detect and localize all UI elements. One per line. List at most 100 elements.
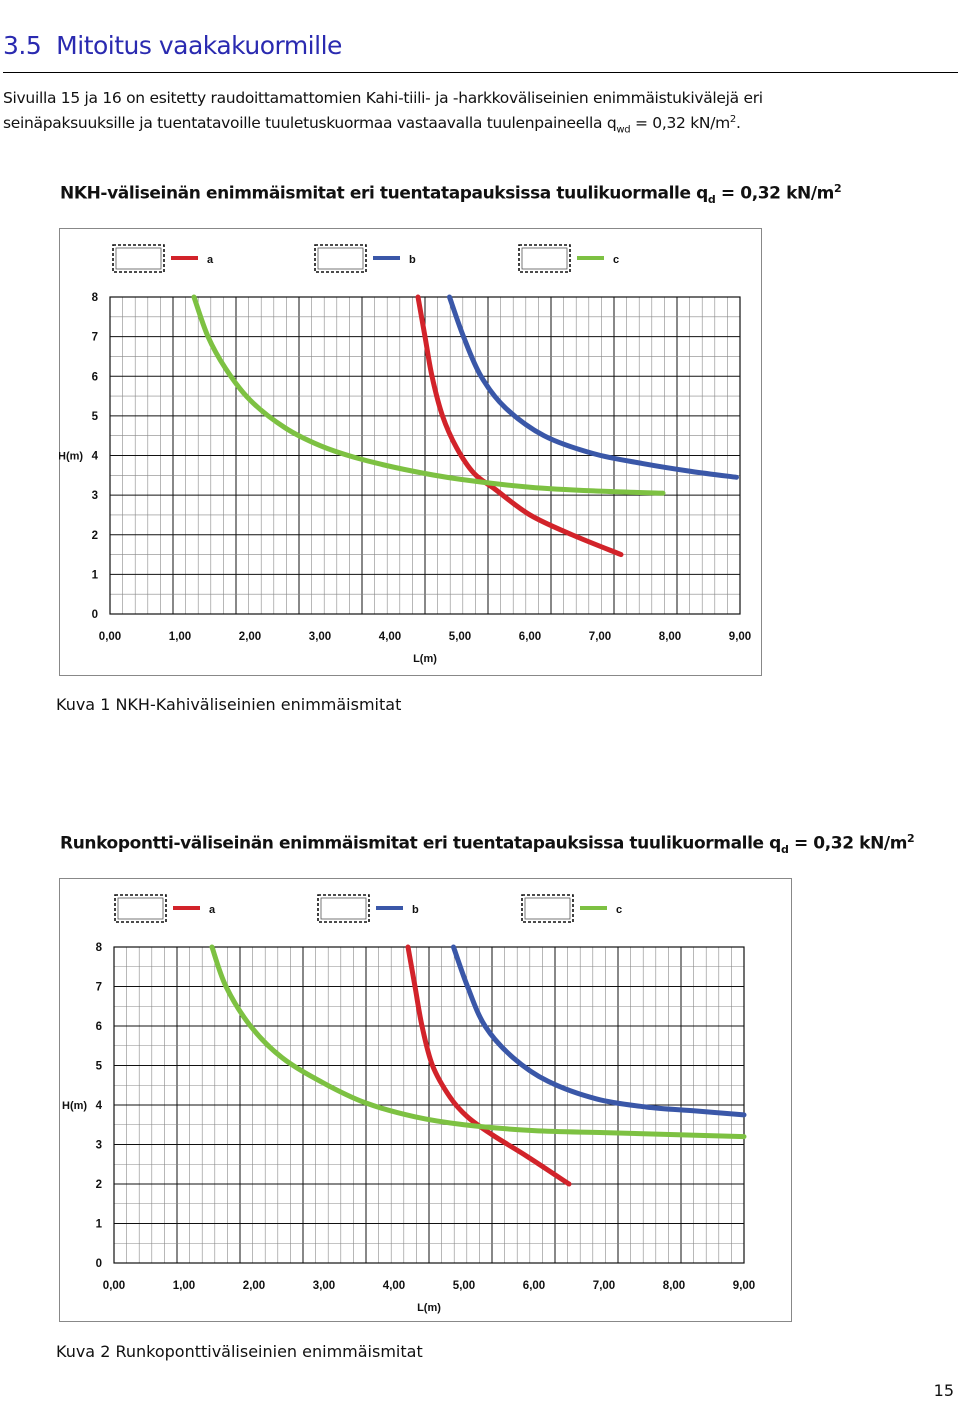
chart2-x-axis-label: L(m) xyxy=(417,1302,441,1314)
chart2-legend-wall-icon-a xyxy=(114,894,167,923)
intro-superscript: 2 xyxy=(729,114,736,125)
section-title: Mitoitus vaakakuormille xyxy=(56,31,342,60)
chart1-series-a xyxy=(415,294,624,558)
chart1-legend-wall-inner-a xyxy=(115,247,162,270)
chart2-x-tick-label: 0,00 xyxy=(103,1280,125,1292)
chart2-series-c xyxy=(209,944,747,1140)
chart2-caption: Kuva 2 Runkoponttiväliseinien enimmäismi… xyxy=(56,1342,423,1361)
chart1-caption: Kuva 1 NKH-Kahiväliseinien enimmäismitat xyxy=(56,695,402,714)
chart1-x-tick-label: 1,00 xyxy=(169,631,191,643)
intro-period: . xyxy=(735,114,741,133)
chart2-x-tick-label: 4,00 xyxy=(383,1280,405,1292)
chart2-legend-wall-inner-b xyxy=(320,897,367,920)
chart2-series-a xyxy=(405,944,572,1187)
chart1-legend: a b c xyxy=(112,244,619,273)
chart1-x-tick-label: 3,00 xyxy=(309,631,331,643)
chart1-title-value: = 0,32 kN/m xyxy=(715,183,834,204)
chart2-legend-wall-icon-c xyxy=(521,894,574,923)
chart1-series-c xyxy=(191,294,666,496)
intro-subscript: wd xyxy=(616,124,631,136)
chart2-y-tick-label: 3 xyxy=(96,1140,102,1152)
chart1-x-axis-label: L(m) xyxy=(413,653,437,665)
chart1-legend-label-b: b xyxy=(409,254,416,266)
chart2-grid xyxy=(113,946,745,1264)
chart1-legend-label-c: c xyxy=(613,254,619,266)
chart1-title-text: NKH-väliseinän enimmäismitat eri tuentat… xyxy=(60,183,708,204)
chart1-y-tick-label: 4 xyxy=(92,451,99,463)
chart1-x-tick-label: 2,00 xyxy=(239,631,261,643)
chart1-y-tick-label: 5 xyxy=(92,411,99,423)
chart1-x-tick-label: 9,00 xyxy=(729,631,751,643)
chart2-frame xyxy=(59,878,792,1322)
heading-rule xyxy=(3,72,958,73)
intro-value: = 0,32 kN/m xyxy=(630,114,730,133)
chart1-title-superscript: 2 xyxy=(834,182,842,195)
chart2-series-b xyxy=(451,944,747,1118)
chart2-title-text: Runkopontti-väliseinän enimmäismitat eri… xyxy=(60,833,781,854)
chart2-title-superscript: 2 xyxy=(907,832,915,845)
chart2-plot-area xyxy=(113,946,745,1264)
chart2-y-tick-label: 5 xyxy=(96,1061,103,1073)
chart1-frame xyxy=(59,228,762,676)
intro-paragraph: Sivuilla 15 ja 16 on esitetty raudoittam… xyxy=(3,87,953,141)
chart2-x-tick-label: 9,00 xyxy=(733,1280,755,1292)
chart1-x-tick-label: 5,00 xyxy=(449,631,471,643)
chart1-x-tick-label: 8,00 xyxy=(659,631,681,643)
chart2-y-axis-label: H(m) xyxy=(62,1100,87,1112)
chart2-title-value: = 0,32 kN/m xyxy=(788,833,908,854)
intro-line-2: seinäpaksuuksille ja tuentatavoille tuul… xyxy=(3,109,953,141)
chart2-y-tick-label: 0 xyxy=(96,1258,102,1270)
chart2-legend-wall-inner-c xyxy=(524,897,571,920)
chart2-legend: a b c xyxy=(114,894,622,923)
chart1-plot-area xyxy=(109,296,741,615)
chart1-x-tick-label: 6,00 xyxy=(519,631,541,643)
chart2-y-tick-label: 2 xyxy=(96,1179,102,1191)
chart1-series-b xyxy=(447,294,739,480)
chart2-y-tick-label: 1 xyxy=(96,1219,103,1231)
chart1-x-tick-label: 0,00 xyxy=(99,631,121,643)
chart1-y-tick-label: 3 xyxy=(92,490,98,502)
chart1-legend-wall-inner-c xyxy=(521,247,568,270)
chart1-legend-wall-inner-b xyxy=(317,247,364,270)
chart2-legend-label-a: a xyxy=(209,904,216,916)
chart2-title: Runkopontti-väliseinän enimmäismitat eri… xyxy=(60,832,915,857)
chart1-legend-wall-icon-a xyxy=(112,244,165,273)
section-heading: 3.5 Mitoitus vaakakuormille xyxy=(3,31,342,60)
chart1-svg: a b c 0 1 2 3 4 5 6 7 8 H(m) 0,00 1,00 2,00 3,00 4,00 5,00… xyxy=(59,228,762,676)
chart2-x-tick-label: 5,00 xyxy=(453,1280,475,1292)
chart2-y-tick-label: 4 xyxy=(96,1100,103,1112)
section-number: 3.5 xyxy=(3,31,42,60)
chart1-legend-label-a: a xyxy=(207,254,214,266)
page-number: 15 xyxy=(933,1381,954,1400)
chart1-y-axis-label: H(m) xyxy=(59,451,83,463)
chart2-x-tick-label: 6,00 xyxy=(523,1280,545,1292)
intro-line-1: Sivuilla 15 ja 16 on esitetty raudoittam… xyxy=(3,89,763,107)
chart1-y-tick-label: 6 xyxy=(92,371,98,383)
chart2-y-tick-label: 8 xyxy=(96,942,103,954)
chart2-x-tick-label: 8,00 xyxy=(663,1280,685,1292)
chart1-title: NKH-väliseinän enimmäismitat eri tuentat… xyxy=(60,182,842,207)
chart2-y-tick-label: 6 xyxy=(96,1021,102,1033)
chart1-y-tick-label: 0 xyxy=(92,609,98,621)
chart2-x-tick-label: 2,00 xyxy=(243,1280,265,1292)
chart1-x-tick-label: 4,00 xyxy=(379,631,401,643)
chart2-legend-wall-inner-a xyxy=(117,897,164,920)
chart1-y-tick-label: 1 xyxy=(92,569,99,581)
chart2-x-tick-label: 7,00 xyxy=(593,1280,615,1292)
chart1-legend-wall-icon-c xyxy=(518,244,571,273)
chart2-legend-wall-icon-b xyxy=(317,894,370,923)
chart1-y-tick-label: 2 xyxy=(92,530,98,542)
intro-line-2-text: seinäpaksuuksille ja tuentatavoille tuul… xyxy=(3,114,617,133)
chart2-y-tick-label: 7 xyxy=(96,982,102,994)
chart1-title-subscript: d xyxy=(707,193,716,207)
chart2-legend-label-c: c xyxy=(616,904,622,916)
chart1-y-tick-label: 8 xyxy=(92,292,99,304)
chart1-legend-wall-icon-b xyxy=(314,244,367,273)
chart1-y-tick-label: 7 xyxy=(92,332,98,344)
chart2-x-tick-label: 1,00 xyxy=(173,1280,195,1292)
chart2-title-subscript: d xyxy=(780,843,789,857)
chart2-svg: a b c 0 1 2 3 4 5 6 7 8 H(m) 0,00 1,00 2,00 3,00 4,00 5,00… xyxy=(59,878,792,1322)
chart1-x-tick-label: 7,00 xyxy=(589,631,611,643)
chart2-legend-label-b: b xyxy=(412,904,419,916)
chart2-x-tick-label: 3,00 xyxy=(313,1280,335,1292)
